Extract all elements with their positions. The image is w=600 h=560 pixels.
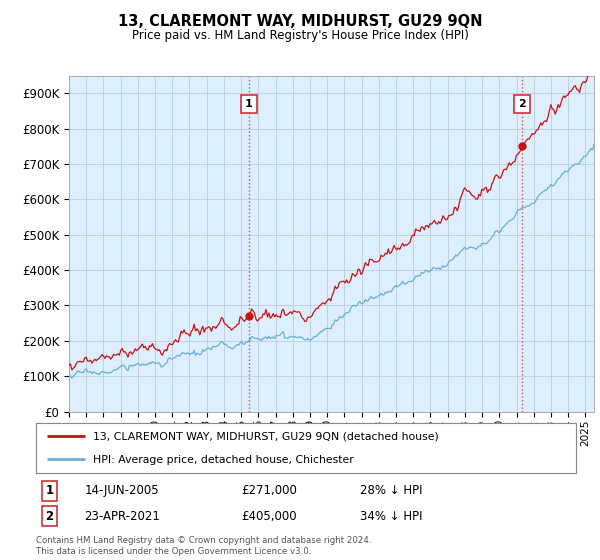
Text: 13, CLAREMONT WAY, MIDHURST, GU29 9QN: 13, CLAREMONT WAY, MIDHURST, GU29 9QN xyxy=(118,14,482,29)
Text: £405,000: £405,000 xyxy=(241,510,297,523)
Text: Contains HM Land Registry data © Crown copyright and database right 2024.
This d: Contains HM Land Registry data © Crown c… xyxy=(36,536,371,556)
Text: £271,000: £271,000 xyxy=(241,484,297,497)
Text: 28% ↓ HPI: 28% ↓ HPI xyxy=(360,484,422,497)
Text: 2: 2 xyxy=(518,99,526,109)
Text: 2: 2 xyxy=(46,510,53,523)
Text: 14-JUN-2005: 14-JUN-2005 xyxy=(85,484,159,497)
Text: 23-APR-2021: 23-APR-2021 xyxy=(85,510,160,523)
Text: Price paid vs. HM Land Registry's House Price Index (HPI): Price paid vs. HM Land Registry's House … xyxy=(131,29,469,42)
Text: 1: 1 xyxy=(245,99,253,109)
Text: 13, CLAREMONT WAY, MIDHURST, GU29 9QN (detached house): 13, CLAREMONT WAY, MIDHURST, GU29 9QN (d… xyxy=(92,432,439,442)
Text: HPI: Average price, detached house, Chichester: HPI: Average price, detached house, Chic… xyxy=(92,455,353,465)
Text: 1: 1 xyxy=(46,484,53,497)
Text: 34% ↓ HPI: 34% ↓ HPI xyxy=(360,510,422,523)
